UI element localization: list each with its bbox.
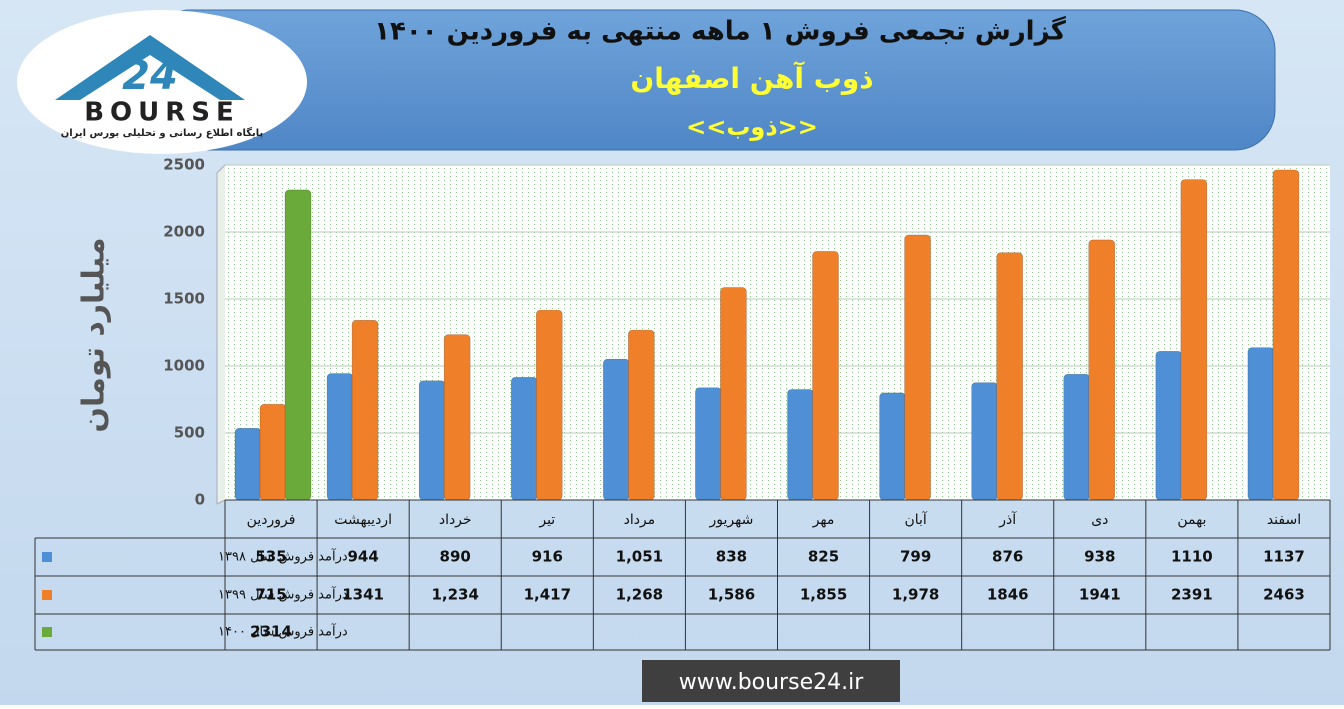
data-label: 1137 xyxy=(1263,548,1305,566)
x-tick-label: مهر xyxy=(812,512,835,528)
data-label: 1941 xyxy=(1079,586,1121,604)
y-axis-wall xyxy=(216,164,226,505)
x-tick-label: شهریور xyxy=(709,512,754,528)
bar xyxy=(351,320,379,501)
bar xyxy=(284,189,312,501)
bar xyxy=(1088,239,1116,501)
bar xyxy=(1155,350,1183,501)
data-label: 1,855 xyxy=(800,586,847,604)
data-label: 1,268 xyxy=(616,586,663,604)
data-label: 916 xyxy=(532,548,563,566)
x-tick-label: آبان xyxy=(904,511,927,528)
bar xyxy=(1063,374,1091,501)
legend-swatch xyxy=(42,590,52,600)
bar xyxy=(628,329,655,501)
legend-swatch xyxy=(42,552,52,562)
bar xyxy=(1180,179,1208,501)
x-tick-label: تیر xyxy=(538,512,555,528)
symbol: <<ذوب>> xyxy=(686,113,818,141)
logo-tagline: پایگاه اطلاع رسانی و تحلیلی بورس ایران xyxy=(61,126,264,139)
bar xyxy=(971,382,998,501)
data-label: 938 xyxy=(1084,548,1115,566)
logo-shape xyxy=(55,35,245,100)
data-label: 944 xyxy=(347,548,378,566)
data-label: 876 xyxy=(992,548,1023,566)
x-tick-label: آذر xyxy=(998,511,1017,528)
logo-name: BOURSE xyxy=(84,98,240,128)
logo-background xyxy=(17,10,307,154)
data-label: 825 xyxy=(808,548,839,566)
data-label: 1341 xyxy=(342,586,384,604)
data-label: 890 xyxy=(440,548,471,566)
y-tick-label: 2000 xyxy=(163,223,205,241)
y-tick-label: 1000 xyxy=(163,357,205,375)
data-label: 2463 xyxy=(1263,586,1305,604)
y-tick-label: 500 xyxy=(174,424,205,442)
data-label: 535 xyxy=(255,548,286,566)
x-tick-label: بهمن xyxy=(1177,512,1206,528)
data-label: 1,978 xyxy=(892,586,939,604)
data-label: 1110 xyxy=(1171,548,1213,566)
data-label: 799 xyxy=(900,548,931,566)
data-label: 838 xyxy=(716,548,747,566)
website-box xyxy=(642,660,900,702)
logo-number: 24 xyxy=(122,53,178,99)
x-tick-label: فروردین xyxy=(247,512,296,528)
bar xyxy=(234,428,262,501)
legend-label: درآمد فروش سال ۱۳۹۹ xyxy=(218,586,348,603)
legend-label: درآمد فروش سال ۱۴۰۰ xyxy=(218,623,348,640)
x-tick-label: دی xyxy=(1091,512,1108,528)
bar xyxy=(443,334,471,501)
y-axis-label: میلیارد تومان xyxy=(77,237,112,432)
x-tick-label: خرداد xyxy=(439,512,472,528)
chart-title: گزارش تجمعی فروش ۱ ماهه منتهی به فروردین… xyxy=(374,16,1067,47)
x-tick-label: اردیبهشت xyxy=(334,512,392,528)
legend-label: درآمد فروش سال ۱۳۹۸ xyxy=(218,548,348,565)
data-label: 1,586 xyxy=(708,586,755,604)
y-tick-label: 2500 xyxy=(163,156,205,174)
bar xyxy=(259,403,287,501)
y-tick-label: 1500 xyxy=(163,290,205,308)
chart-subtitle: ذوب آهن اصفهان xyxy=(630,61,873,95)
bar xyxy=(510,376,538,501)
bar xyxy=(535,309,563,501)
data-label: 715 xyxy=(255,586,286,604)
x-tick-label: اسفند xyxy=(1267,512,1301,528)
bar xyxy=(996,252,1023,501)
bar xyxy=(326,373,354,501)
bar xyxy=(879,392,906,501)
legend-swatch xyxy=(42,627,52,637)
y-tick-label: 0 xyxy=(195,491,205,509)
data-label: 1,234 xyxy=(431,586,478,604)
bar xyxy=(418,380,446,501)
bar xyxy=(720,287,747,501)
data-label: 1846 xyxy=(987,586,1029,604)
plot-area xyxy=(225,165,1330,500)
bar xyxy=(1247,347,1275,501)
bar xyxy=(812,251,839,501)
bar xyxy=(1272,169,1300,501)
data-label: 1,051 xyxy=(616,548,663,566)
bar xyxy=(904,234,931,501)
bar xyxy=(787,389,814,501)
data-label: 2314 xyxy=(250,623,292,641)
data-label: 1,417 xyxy=(524,586,571,604)
website: www.bourse24.ir xyxy=(679,670,864,695)
data-label: 2391 xyxy=(1171,586,1213,604)
bar xyxy=(603,358,630,501)
x-tick-label: مرداد xyxy=(624,512,656,528)
bar xyxy=(695,387,722,501)
